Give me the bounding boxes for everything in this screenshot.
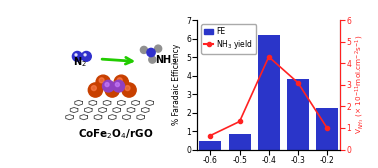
Circle shape <box>149 56 156 63</box>
Y-axis label: % Faradaic Efficiency: % Faradaic Efficiency <box>172 44 181 125</box>
Circle shape <box>102 80 114 92</box>
Circle shape <box>114 75 129 89</box>
Circle shape <box>125 86 130 91</box>
Circle shape <box>113 80 124 92</box>
Circle shape <box>81 51 91 61</box>
Bar <box>316 108 338 150</box>
Circle shape <box>96 75 110 89</box>
Circle shape <box>99 78 104 83</box>
Text: CoFe$_2$O$_4$/rGO: CoFe$_2$O$_4$/rGO <box>78 127 154 141</box>
Circle shape <box>84 54 86 56</box>
Circle shape <box>140 46 147 53</box>
Circle shape <box>91 86 96 91</box>
Circle shape <box>105 83 119 97</box>
Circle shape <box>105 82 109 87</box>
Text: N$_2$: N$_2$ <box>73 55 87 69</box>
FancyArrowPatch shape <box>102 57 132 64</box>
Circle shape <box>115 82 119 87</box>
Circle shape <box>75 54 77 56</box>
Circle shape <box>108 86 113 91</box>
Circle shape <box>117 78 122 83</box>
Legend: FE, NH$_3$ yield: FE, NH$_3$ yield <box>201 24 256 54</box>
Bar <box>287 79 309 150</box>
Bar <box>200 141 222 150</box>
Circle shape <box>147 48 155 57</box>
Text: NH$_3$: NH$_3$ <box>155 53 177 67</box>
Y-axis label: V$_{NH_3}$ (× 10$^{-11}$mol.cm$^{-2}$s$^{-1}$): V$_{NH_3}$ (× 10$^{-11}$mol.cm$^{-2}$s$^… <box>354 35 367 135</box>
Circle shape <box>88 83 102 97</box>
Circle shape <box>122 83 136 97</box>
Bar <box>229 134 251 150</box>
Bar <box>258 35 280 150</box>
Circle shape <box>155 45 162 52</box>
Circle shape <box>73 51 82 61</box>
